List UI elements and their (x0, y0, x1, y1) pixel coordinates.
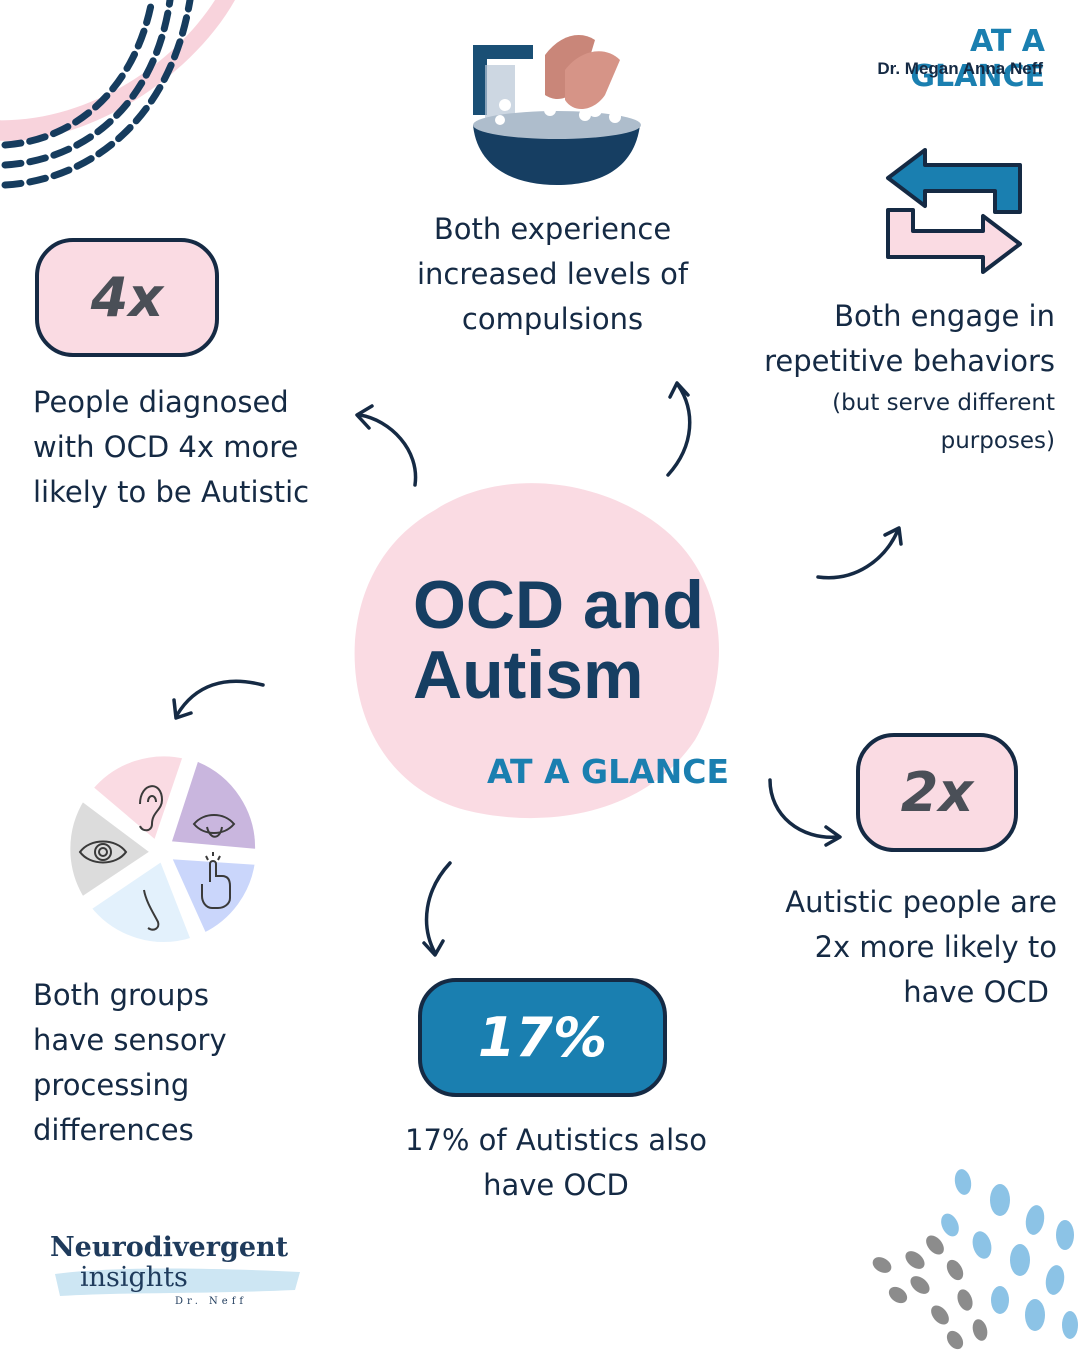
repetitive-line: repetitive behaviors (764, 344, 1055, 378)
seventeen-percent-badge: 17% (418, 978, 667, 1097)
nose-icon (143, 889, 160, 931)
seventeen-percent-text: 17% of Autistics also have OCD (380, 1118, 732, 1208)
arrow-to-17-percent (422, 861, 452, 957)
arrow-to-compulsions (666, 381, 692, 477)
eye-icon (78, 840, 128, 864)
sensory-line: have sensory (33, 1023, 227, 1057)
sensory-text: Both groups have sensory processing diff… (33, 973, 333, 1153)
logo-brush-stroke (55, 1268, 300, 1296)
sensory-line: Both groups (33, 978, 209, 1012)
two-x-text: Autistic people are 2x more likely to ha… (720, 880, 1057, 1015)
repetitive-note: purposes) (940, 428, 1055, 454)
header-title: AT A GLANCE (910, 24, 1045, 94)
compulsions-line: increased levels of (416, 257, 689, 291)
logo-line-2: insights (80, 1262, 188, 1293)
logo-line-3: Dr. Neff (175, 1296, 248, 1307)
two-x-badge: 2x (856, 733, 1018, 852)
arrow-to-2x (768, 778, 842, 847)
header-author: Dr. Megan Anna Neff (877, 59, 1043, 78)
two-x-line: Autistic people are (785, 885, 1057, 919)
mouth-icon (192, 814, 236, 838)
center-title-line: Autism (413, 637, 644, 713)
center-blob (354, 483, 719, 819)
decorative-droplets-bottom-right (872, 1169, 1078, 1350)
four-x-line: with OCD 4x more (33, 430, 299, 464)
logo-line-1: Neurodivergent (50, 1232, 289, 1263)
repetitive-text: Both engage in repetitive behaviors (but… (700, 294, 1055, 460)
compulsions-text: Both experience increased levels of comp… (380, 207, 725, 342)
arrow-to-repetitive (816, 526, 903, 580)
four-x-badge: 4x (35, 238, 219, 357)
decorative-swoosh-top-left (0, 0, 235, 189)
four-x-text: People diagnosed with OCD 4x more likely… (33, 380, 363, 515)
two-x-line: 2x more likely to (814, 930, 1057, 964)
sensory-line: processing (33, 1068, 190, 1102)
seventeen-line: have OCD (483, 1168, 629, 1202)
repetitive-note: (but serve different (832, 390, 1055, 416)
ear-icon (139, 785, 164, 832)
center-subtitle: AT A GLANCE (487, 752, 730, 791)
arrow-to-sensory (172, 679, 265, 720)
compulsions-line: Both experience (433, 212, 672, 246)
two-x-line: have OCD (903, 975, 1049, 1009)
compulsions-line: compulsions (461, 302, 644, 336)
sensory-wheel (64, 750, 262, 948)
arrow-to-4x (355, 404, 418, 487)
four-x-line: likely to be Autistic (33, 475, 310, 509)
four-x-line: People diagnosed (33, 385, 289, 419)
repeat-arrows-icon (886, 148, 1022, 274)
center-title-line: OCD and (413, 567, 704, 643)
sensory-line: differences (33, 1113, 194, 1147)
repetitive-line: Both engage in (834, 299, 1055, 333)
handwashing-icon (473, 35, 641, 185)
center-title: OCD and Autism (413, 570, 704, 710)
seventeen-line: 17% of Autistics also (405, 1123, 707, 1157)
touch-icon (201, 852, 231, 909)
